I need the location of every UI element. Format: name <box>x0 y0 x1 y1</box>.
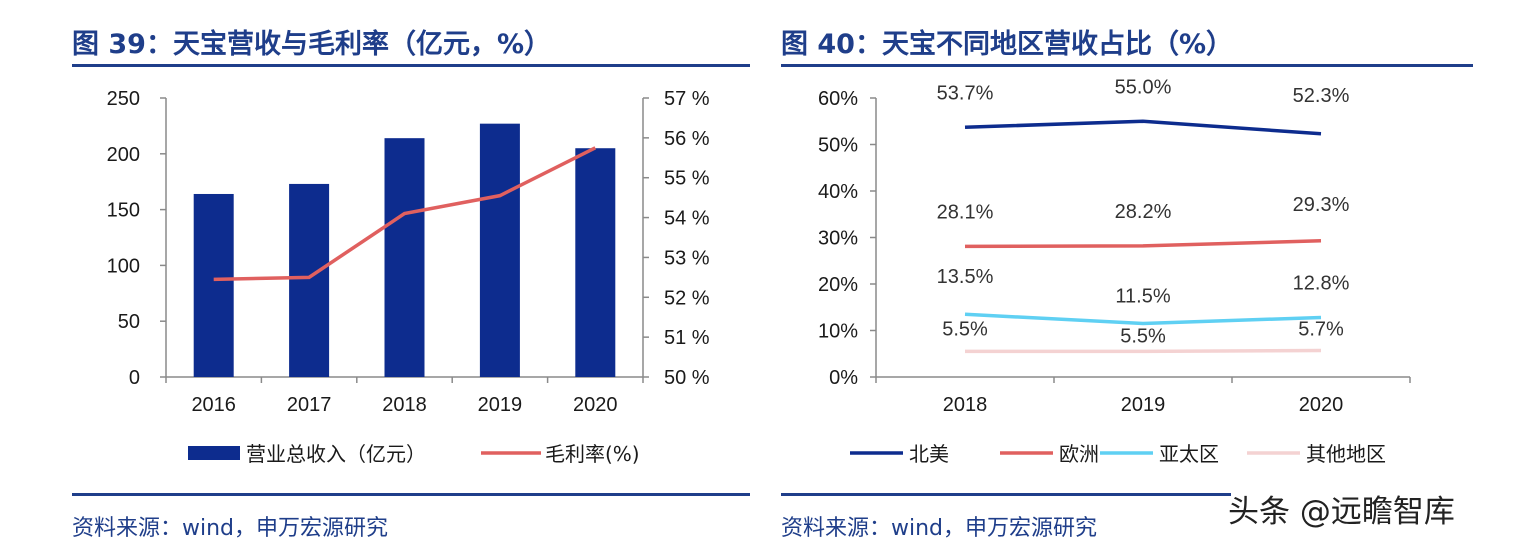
revenue-bar <box>479 123 520 377</box>
left-y-tick-label: 200 <box>107 144 140 166</box>
right-y-tick-label: 54 % <box>664 208 710 230</box>
right-y-tick-label: 56 % <box>664 128 710 150</box>
share-legend-label-0: 北美 <box>909 442 949 466</box>
share-x-tick-label: 2020 <box>1299 394 1344 416</box>
right-source-note: 资料来源：wind，申万宏源研究 <box>781 516 1098 541</box>
x-tick-label: 2016 <box>191 394 236 416</box>
share-y-tick-label: 60% <box>818 88 858 110</box>
revenue-bar <box>384 138 425 377</box>
left-bottom-rule <box>72 493 750 496</box>
x-tick-label: 2018 <box>382 394 427 416</box>
share-y-tick-label: 20% <box>818 274 858 296</box>
data-label: 52.3% <box>1293 85 1350 107</box>
data-label: 12.8% <box>1293 272 1350 294</box>
watermark: 头条 @远瞻智库 <box>1228 494 1455 530</box>
series-line-3 <box>965 348 1322 354</box>
share-y-tick-label: 40% <box>818 181 858 203</box>
share-legend-label-1: 欧洲 <box>1059 442 1099 466</box>
series-line-2 <box>964 312 1322 326</box>
right-y-tick-label: 53 % <box>664 247 710 269</box>
x-tick-label: 2020 <box>573 394 618 416</box>
revenue-bar <box>289 183 330 377</box>
data-label: 5.5% <box>942 318 988 340</box>
right-y-tick-label: 57 % <box>664 88 710 110</box>
revenue-bar <box>575 148 616 377</box>
right-title-rule <box>781 64 1473 67</box>
x-tick-label: 2017 <box>287 394 332 416</box>
gross-margin-line <box>213 146 597 282</box>
left-y-tick-label: 100 <box>107 255 140 277</box>
left-y-tick-label: 50 <box>118 311 140 333</box>
right-y-tick-label: 50 % <box>664 367 710 389</box>
share-y-tick-label: 10% <box>818 321 858 343</box>
right-y-tick-label: 55 % <box>664 168 710 190</box>
x-tick-label: 2019 <box>478 394 523 416</box>
share-x-tick-label: 2018 <box>943 394 988 416</box>
left-y-tick-label: 250 <box>107 88 140 110</box>
data-label: 28.2% <box>1115 201 1172 223</box>
data-label: 28.1% <box>937 201 994 223</box>
data-label: 53.7% <box>937 82 994 104</box>
right-chart-title: 图 40：天宝不同地区营收占比（%） <box>781 29 1234 60</box>
series-line-1 <box>964 239 1322 249</box>
data-label: 11.5% <box>1115 286 1170 308</box>
legend-swatch-revenue <box>188 446 240 460</box>
left-title-rule <box>72 64 750 67</box>
share-y-tick-label: 30% <box>818 228 858 250</box>
left-source-note: 资料来源：wind，申万宏源研究 <box>72 516 389 541</box>
right-y-tick-label: 52 % <box>664 287 710 309</box>
data-label: 55.0% <box>1115 76 1172 98</box>
revenue-bar <box>193 193 234 377</box>
data-label: 29.3% <box>1293 194 1350 216</box>
data-label: 5.7% <box>1298 318 1344 340</box>
left-y-tick-label: 150 <box>107 200 140 222</box>
data-label: 13.5% <box>937 266 994 288</box>
data-label: 5.5% <box>1120 325 1166 347</box>
left-y-tick-label: 0 <box>129 367 140 389</box>
share-y-tick-label: 50% <box>818 135 858 157</box>
legend-label-revenue: 营业总收入（亿元） <box>246 442 426 466</box>
right-y-tick-label: 51 % <box>664 327 710 349</box>
share-legend-label-2: 亚太区 <box>1159 442 1219 466</box>
share-legend-label-3: 其他地区 <box>1306 442 1386 466</box>
left-chart-title: 图 39：天宝营收与毛利率（亿元，%） <box>72 29 552 60</box>
legend-label-margin: 毛利率(%) <box>545 442 640 466</box>
share-y-tick-label: 0% <box>829 367 858 389</box>
right-bottom-rule <box>781 493 1231 496</box>
series-line-0 <box>964 119 1322 136</box>
share-x-tick-label: 2019 <box>1121 394 1166 416</box>
